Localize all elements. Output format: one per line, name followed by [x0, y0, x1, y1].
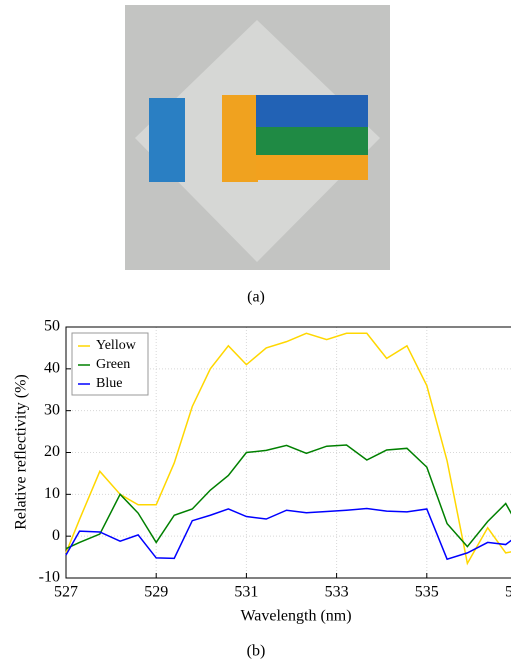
y-axis-label: Relative reflectivity (%): [13, 374, 30, 529]
photo-blue-strip: [149, 98, 185, 182]
y-tick-label: 10: [44, 485, 60, 502]
legend-label: Blue: [96, 376, 122, 391]
x-tick-label: 529: [144, 584, 168, 601]
y-tick-label: 0: [52, 527, 60, 544]
data-line: [65, 507, 511, 561]
x-tick-label: 533: [325, 584, 349, 601]
y-tick-label: 40: [44, 360, 60, 377]
y-tick-label: 50: [44, 318, 60, 335]
photo-green-band: [256, 127, 368, 155]
data-line: [65, 444, 511, 550]
photo-orange-band: [256, 155, 368, 180]
x-tick-label: 535: [415, 584, 439, 601]
photo-blue-band: [256, 95, 368, 127]
panel-label: (a): [247, 289, 265, 306]
y-tick-label: -10: [39, 569, 60, 586]
y-tick-label: 20: [44, 443, 60, 460]
plot-frame: [65, 326, 511, 579]
legend-label: Green: [96, 357, 130, 372]
x-tick-label: 537: [505, 584, 511, 601]
legend-label: Yellow: [96, 338, 137, 353]
panel-label: (b): [247, 643, 266, 660]
x-tick-label: 527: [54, 584, 78, 601]
y-tick-label: 30: [44, 401, 60, 418]
data-line: [65, 332, 511, 566]
photo-orange-strip: [222, 95, 258, 182]
photo: [125, 5, 390, 270]
x-tick-label: 531: [234, 584, 258, 601]
x-axis-label: Wavelength (nm): [240, 608, 351, 625]
